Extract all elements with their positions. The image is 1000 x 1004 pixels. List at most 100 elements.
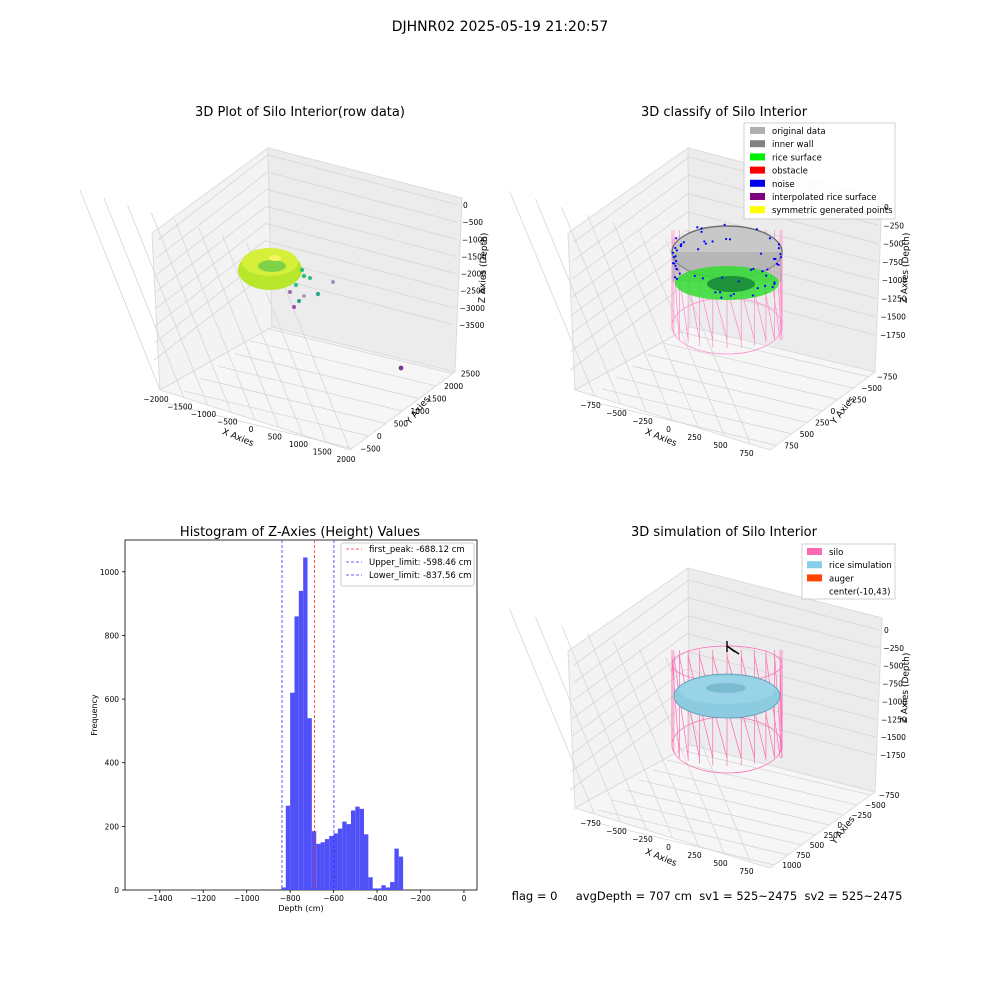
legend-swatch	[750, 153, 765, 161]
grid-line	[571, 651, 687, 737]
grid-line	[234, 353, 420, 399]
legend-label: noise	[772, 180, 795, 190]
y-tick-label: 2500	[461, 370, 480, 379]
z-tick-label: −500	[883, 240, 904, 249]
z-tick-label: −750	[882, 680, 903, 689]
grid-line	[570, 686, 686, 773]
panel-3-title: Histogram of Z-Axies (Height) Values	[180, 525, 420, 540]
histogram-bar	[385, 887, 391, 890]
histogram-bar	[285, 805, 291, 890]
noise-point	[714, 291, 717, 294]
legend-label: rice surface	[772, 153, 822, 163]
legend-swatch	[750, 140, 765, 148]
x-tick-label: 500	[268, 433, 283, 442]
legend-swatch	[807, 587, 822, 595]
grid-line	[266, 206, 457, 257]
z-tick-label: −1500	[461, 252, 487, 261]
x-tick-label: −1200	[191, 894, 217, 903]
noise-point	[720, 296, 723, 299]
histogram-bar	[390, 882, 395, 890]
noise-point	[675, 268, 679, 271]
p3-legend: first_peak: -688.12 cm Upper_limit: -598.…	[340, 542, 475, 587]
y-tick-label: 1000	[782, 861, 801, 870]
x-tick-label: 2000	[336, 455, 355, 464]
noise-point	[764, 284, 767, 287]
x-tick-label: 500	[713, 441, 728, 450]
p1-point	[288, 290, 292, 294]
grid-line	[79, 189, 161, 391]
y-tick-label: 0	[377, 432, 382, 441]
histogram-bar	[337, 828, 343, 890]
y-tick-label: 600	[105, 695, 120, 704]
p4-rice-simulation-dip	[706, 683, 746, 693]
noise-point	[779, 253, 782, 256]
noise-point	[721, 276, 724, 279]
y-tick-label: 200	[105, 822, 120, 831]
y-tick-label: 250	[824, 831, 839, 840]
grid-line	[167, 403, 353, 449]
grid-line	[509, 608, 595, 815]
histogram-bar	[359, 808, 365, 890]
grid-line	[535, 616, 621, 823]
x-tick-label: −400	[367, 894, 388, 903]
p3-xlabel: Depth (cm)	[278, 904, 323, 913]
grid-line	[639, 230, 725, 437]
z-tick-label: −1000	[462, 235, 488, 244]
grid-line	[570, 266, 686, 353]
y-tick-label: −750	[879, 791, 900, 800]
panel-1-title: 3D Plot of Silo Interior(row data)	[195, 105, 405, 120]
noise-point	[678, 272, 681, 275]
grid-line	[572, 211, 688, 298]
grid-line	[653, 769, 844, 816]
noise-point	[729, 294, 732, 297]
x-tick-label: −750	[580, 401, 601, 410]
y-tick-label: −500	[360, 444, 381, 453]
z-tick-label: −1250	[881, 715, 907, 724]
grid-line	[573, 579, 690, 666]
panel-simulation-3d: 3D simulation of Silo Interior silo rice …	[509, 525, 912, 876]
histogram-bar	[364, 834, 369, 890]
legend-swatch	[750, 206, 765, 214]
x-tick-label: −200	[410, 894, 431, 903]
noise-point	[703, 240, 706, 243]
legend-swatch	[750, 166, 765, 174]
legend-label: obstacle	[772, 167, 808, 177]
mesh-line	[779, 655, 783, 759]
histogram-bar	[398, 856, 404, 890]
noise-point	[761, 270, 764, 273]
p4-floor-pane	[573, 744, 877, 869]
grid-line	[156, 206, 267, 292]
z-tick-label: −250	[883, 221, 904, 230]
histogram-bar	[316, 843, 321, 890]
grid-line	[217, 365, 403, 412]
grid-line	[200, 378, 386, 424]
noise-point	[697, 248, 700, 251]
grid-line	[267, 171, 458, 223]
x-tick-label: −1400	[147, 894, 173, 903]
grid-line	[666, 759, 858, 806]
noise-point	[766, 268, 769, 271]
histogram-bar	[368, 877, 373, 890]
grid-line	[617, 377, 808, 423]
z-tick-label: −2500	[460, 287, 486, 296]
grid-line	[573, 156, 690, 243]
grid-line	[687, 615, 878, 667]
noise-point	[759, 252, 763, 255]
grid-line	[156, 188, 268, 275]
grid-line	[157, 154, 269, 241]
grid-line	[267, 154, 459, 206]
legend-swatch	[750, 179, 765, 187]
noise-point	[771, 285, 774, 289]
noise-point	[779, 256, 783, 259]
y-tick-label: 400	[105, 759, 120, 768]
x-tick-label: 500	[713, 859, 728, 868]
noise-point	[723, 223, 726, 226]
z-tick-label: 0	[884, 203, 889, 212]
grid-line	[678, 331, 869, 378]
z-tick-label: −1500	[881, 733, 907, 742]
x-tick-label: −800	[280, 894, 301, 903]
z-tick-label: −1750	[880, 751, 906, 760]
histogram-bar	[329, 835, 334, 890]
x-tick-label: 750	[739, 449, 754, 458]
p1-point	[301, 273, 307, 279]
